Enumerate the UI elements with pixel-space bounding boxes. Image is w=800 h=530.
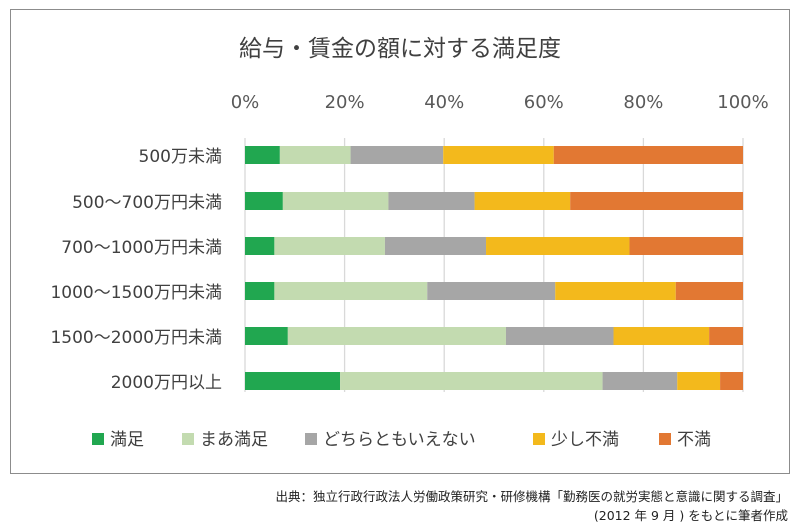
bar-segment (350, 146, 444, 164)
bar-segment (443, 146, 554, 164)
bar-segment (505, 327, 614, 345)
bar-segment (274, 237, 385, 255)
legend-swatch (182, 433, 194, 445)
legend-label: 満足 (110, 430, 144, 450)
legend-label: 不満 (677, 430, 711, 450)
legend-swatch (92, 433, 104, 445)
bar-segment (245, 327, 288, 345)
category-label: 500～700万円未満 (72, 193, 222, 213)
x-tick-label: 0% (231, 92, 260, 113)
category-label: 500万未満 (139, 147, 222, 167)
x-tick-label: 60% (524, 92, 564, 113)
bar-segment (245, 372, 341, 390)
bar-segment (245, 146, 280, 164)
source-line-1: 出典：独立行政行政法人労働政策研究・研修機構「勤務医の就労実態と意識に関する調査… (275, 489, 788, 504)
legend-label: 少し不満 (551, 430, 619, 450)
bar-segment (245, 282, 275, 300)
bar-segment (570, 192, 743, 210)
category-label: 700～1000万円未満 (61, 238, 222, 258)
bar-segment (709, 327, 743, 345)
bar-segment (279, 146, 351, 164)
legend-swatch (305, 433, 317, 445)
bar-segment (245, 192, 283, 210)
legend-swatch (533, 433, 545, 445)
bar-segment (245, 237, 275, 255)
x-tick-label: 40% (424, 92, 464, 113)
bar-segment (287, 327, 506, 345)
bar-segment (629, 237, 743, 255)
bar-segment (274, 282, 428, 300)
bar-segment (427, 282, 556, 300)
bar-segment (602, 372, 678, 390)
bar-segment (474, 192, 571, 210)
bar-segment (555, 282, 676, 300)
bar-segment (720, 372, 743, 390)
bar-segment (553, 146, 743, 164)
bar-segment (675, 282, 743, 300)
category-label: 1500～2000万円未満 (50, 328, 222, 348)
chart-frame (10, 9, 790, 474)
chart-title: 給与・賃金の額に対する満足度 (239, 36, 561, 62)
bar-segment (486, 237, 630, 255)
bar-segment (677, 372, 721, 390)
legend-label: どちらともいえない (323, 430, 476, 450)
legend-label: まあ満足 (200, 430, 268, 450)
x-tick-label: 20% (325, 92, 365, 113)
x-tick-label: 100% (717, 92, 768, 113)
bar-segment (613, 327, 710, 345)
x-tick-label: 80% (623, 92, 663, 113)
source-line-2: (2012 年 9 月 ) をもとに筆者作成 (593, 508, 788, 523)
bar-segment (384, 237, 487, 255)
legend-swatch (659, 433, 671, 445)
category-label: 1000～1500万円未満 (50, 283, 222, 303)
bar-segment (388, 192, 475, 210)
bar-segment (340, 372, 603, 390)
bar-segment (282, 192, 389, 210)
category-label: 2000万円以上 (111, 373, 222, 393)
